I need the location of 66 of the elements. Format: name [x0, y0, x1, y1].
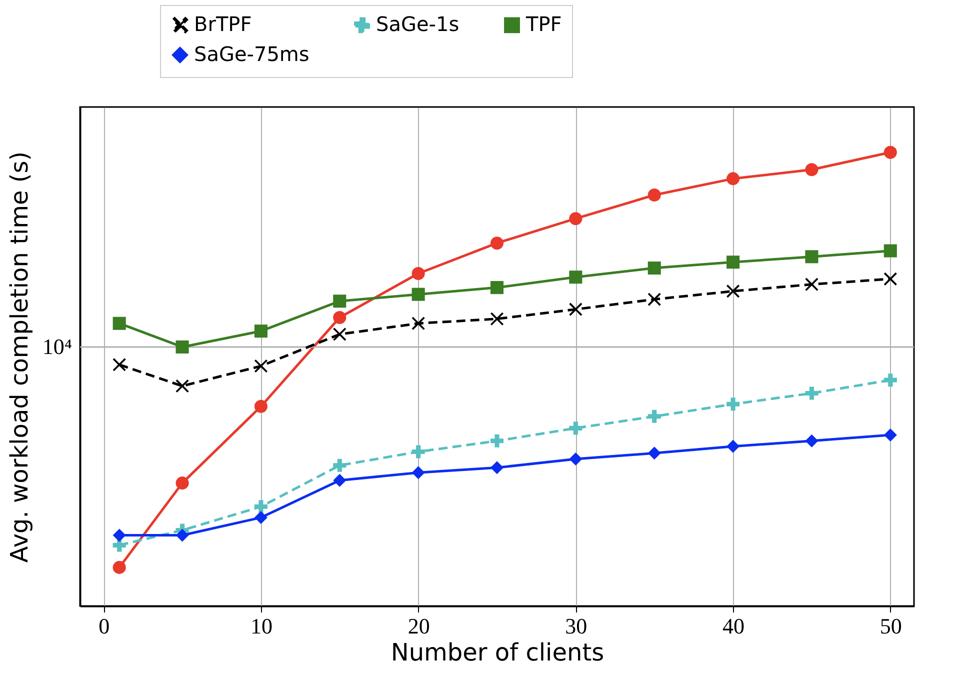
point: [884, 146, 897, 159]
point: [412, 445, 425, 458]
point: [254, 324, 268, 338]
point: [490, 281, 504, 294]
point: [176, 476, 189, 490]
ref-line-label: 10⁴: [42, 334, 72, 359]
y-axis-title: Avg. workload completion time (s): [6, 151, 34, 563]
point: [112, 358, 126, 372]
point: [112, 560, 126, 574]
legend-label: SaGe-75ms: [194, 42, 310, 66]
point: [333, 474, 346, 487]
point: [805, 278, 818, 291]
point: [412, 466, 425, 480]
point: [648, 410, 661, 423]
point: [412, 288, 425, 301]
point: [412, 266, 425, 280]
legend-label: BrTPF: [194, 12, 252, 36]
legend-label: TPF: [525, 12, 562, 36]
point: [333, 310, 346, 324]
point: [569, 422, 582, 435]
x-tick-label: 0: [98, 614, 110, 638]
point: [569, 302, 582, 316]
point: [490, 434, 504, 448]
point: [254, 360, 268, 373]
point: [333, 294, 346, 308]
point: [648, 188, 661, 202]
point: [569, 270, 582, 284]
point: [805, 386, 818, 400]
x-axis-title: Number of clients: [390, 638, 604, 666]
point: [648, 446, 661, 460]
x-tick-label: 40: [722, 614, 745, 638]
point: [884, 374, 897, 387]
point: [254, 500, 268, 514]
point: [412, 316, 425, 330]
point: [884, 244, 897, 258]
point: [569, 452, 582, 466]
point: [726, 398, 740, 411]
point: [884, 272, 897, 286]
legend-label: SaGe-1s: [376, 12, 460, 36]
point: [254, 511, 268, 524]
point: [176, 379, 189, 393]
point: [884, 428, 897, 442]
point: [648, 262, 661, 275]
point: [333, 328, 346, 341]
point: [333, 458, 346, 472]
point: [805, 434, 818, 448]
x-tick-label: 10: [250, 614, 272, 638]
point: [490, 461, 504, 474]
point: [569, 212, 582, 226]
point: [726, 172, 740, 186]
x-tick-label: 50: [880, 614, 902, 638]
point: [726, 440, 740, 453]
point: [648, 292, 661, 306]
x-tick-label: 30: [565, 614, 588, 638]
point: [112, 316, 126, 330]
point: [490, 236, 504, 250]
point: [254, 400, 268, 413]
point: [176, 340, 189, 354]
point: [726, 256, 740, 269]
point: [112, 528, 126, 542]
x-tick-label: 20: [408, 614, 430, 638]
point: [176, 528, 189, 542]
point: [805, 163, 818, 176]
point: [490, 312, 504, 326]
point: [726, 284, 740, 298]
point: [805, 250, 818, 264]
